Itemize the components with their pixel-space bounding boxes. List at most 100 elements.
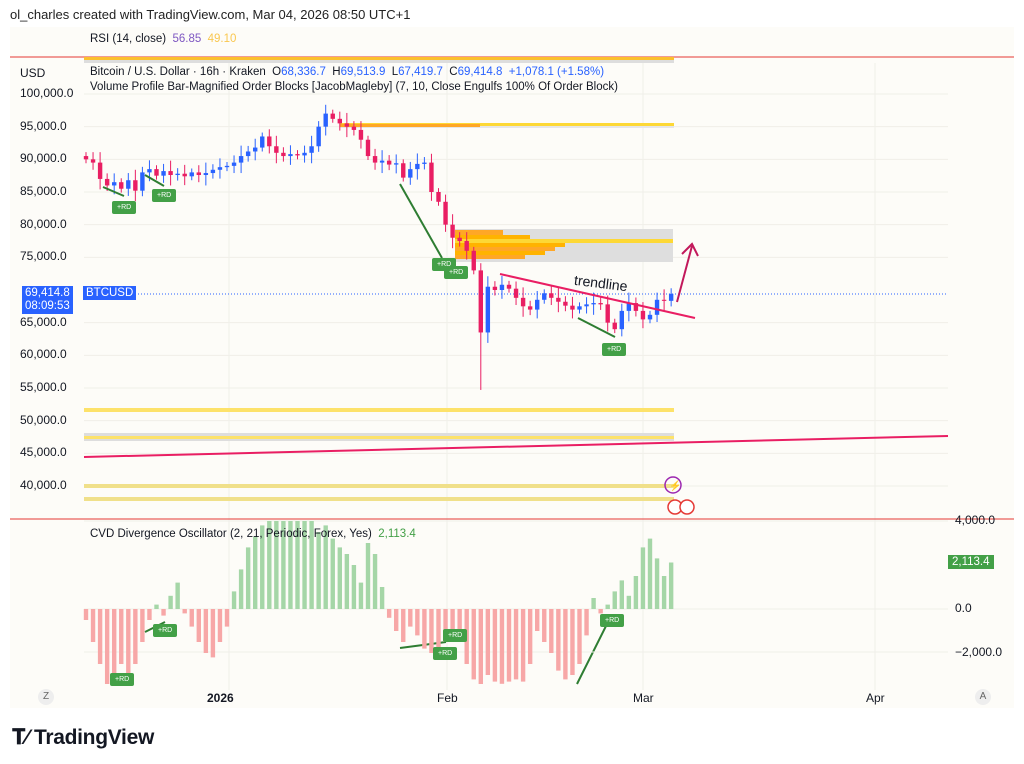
candle-body — [668, 293, 674, 301]
price-tick: 65,000.0 — [20, 314, 67, 329]
candle-body — [436, 191, 441, 202]
bar-countdown: 08:09:53 — [25, 300, 70, 312]
volume-bar — [84, 436, 674, 439]
grid — [84, 63, 948, 690]
cvd-label: CVD Divergence Oscillator (2, 21, Period… — [90, 528, 372, 540]
cvd-bar — [506, 609, 512, 682]
cvd-bar — [485, 609, 491, 675]
cvd-bar — [457, 609, 462, 640]
candle-body — [591, 303, 596, 305]
symbol-tag: BTCUSD — [83, 286, 137, 300]
cvd-bar — [471, 609, 476, 680]
us-flag-icon — [679, 499, 695, 515]
order-block-bar — [340, 124, 480, 127]
candle-body — [302, 152, 307, 156]
cvd-bar — [386, 609, 392, 618]
price-tick: 95,000.0 — [20, 118, 67, 133]
tradingview-logo[interactable]: 𝐓∕ TradingView — [12, 726, 154, 750]
candle-body — [499, 284, 505, 290]
candle-body — [161, 171, 166, 176]
divergence-line — [144, 174, 165, 187]
cvd-tick: 0.0 — [955, 601, 972, 615]
cvd-bar — [245, 547, 251, 609]
cvd-bar — [231, 591, 237, 609]
indicator-legend[interactable]: Volume Profile Bar-Magnified Order Block… — [90, 81, 618, 93]
candle-body — [379, 160, 385, 163]
candle-body — [527, 306, 533, 310]
candle-body — [584, 304, 589, 307]
candle-body — [365, 139, 371, 157]
cvd-bar — [83, 609, 89, 620]
cvd-bar — [140, 609, 145, 642]
time-label-apr: Apr — [866, 691, 885, 705]
candle-body — [260, 136, 265, 148]
candle-body — [443, 201, 448, 225]
change-value: +1,078.1 (+1.58%) — [508, 66, 605, 78]
candle-body — [344, 123, 350, 127]
candle-body — [563, 301, 568, 306]
cvd-bar — [422, 609, 427, 649]
drawings — [83, 174, 949, 685]
cvd-bar — [161, 609, 166, 616]
candle-body — [351, 126, 357, 130]
candle-body — [217, 167, 223, 170]
cvd-bar — [182, 609, 187, 614]
order-block-bar — [340, 123, 674, 126]
svg-text:⚡: ⚡ — [669, 479, 681, 492]
cvd-bar — [260, 525, 265, 609]
candle-body — [90, 159, 96, 163]
last-price-tag: 69,414.8 08:09:53 — [22, 286, 73, 314]
cvd-legend[interactable]: CVD Divergence Oscillator (2, 21, Period… — [90, 528, 416, 540]
cvd-bar — [372, 554, 378, 609]
candle-body — [337, 118, 342, 124]
cvd-bar — [478, 609, 483, 684]
price-tick: 60,000.0 — [20, 347, 67, 362]
cvd-value-tag: 2,113.4 — [948, 555, 994, 569]
cvd-bar — [90, 609, 96, 642]
cvd-bar — [527, 609, 533, 664]
cvd-bar — [323, 525, 328, 609]
candle-body — [654, 299, 660, 315]
rsi-legend[interactable]: RSI (14, close) 56.85 49.10 — [90, 33, 236, 45]
cvd-bar — [394, 609, 399, 631]
main-legend[interactable]: Bitcoin / U.S. Dollar · 16h · Kraken O68… — [90, 65, 618, 95]
price-tick: 75,000.0 — [20, 249, 67, 264]
candle-body — [182, 173, 187, 177]
candle-body — [478, 270, 483, 333]
candle-body — [231, 162, 237, 166]
cvd-bar — [351, 565, 357, 609]
candle-body — [126, 180, 131, 189]
candle-body — [372, 156, 378, 163]
cvd-bar — [499, 609, 505, 684]
candle-body — [253, 147, 258, 152]
cvd-bar — [365, 543, 371, 609]
cvd-bar — [274, 521, 279, 609]
price-tick: 55,000.0 — [20, 379, 67, 394]
cvd-bar — [612, 591, 617, 609]
time-label-2026: 2026 — [207, 691, 234, 705]
cvd-bar — [210, 609, 216, 658]
candle-body — [492, 286, 498, 290]
cvd-bar — [309, 521, 314, 609]
candle-body — [245, 151, 251, 157]
candle-body — [323, 113, 328, 127]
currency-label[interactable]: USD — [20, 66, 46, 80]
time-label-mar: Mar — [633, 691, 654, 705]
cvd-bar — [203, 609, 209, 653]
candle-body — [640, 310, 646, 320]
candle-body — [605, 304, 610, 323]
symbol-title: Bitcoin / U.S. Dollar · 16h · Kraken — [90, 66, 266, 78]
cvd-bar — [408, 609, 413, 627]
cvd-bar — [556, 609, 561, 671]
volume-bar — [455, 255, 525, 259]
cvd-bar — [147, 609, 152, 620]
rd-label: +RD — [110, 673, 135, 686]
candle-body — [147, 169, 152, 173]
zoom-reset-button[interactable]: Z — [38, 689, 54, 705]
cvd-bar — [288, 521, 293, 609]
auto-scale-button[interactable]: A — [975, 689, 991, 705]
cvd-bar — [520, 609, 526, 682]
chart-credit: ol_charles created with TradingView.com,… — [10, 7, 411, 22]
cvd-bar — [654, 558, 660, 609]
